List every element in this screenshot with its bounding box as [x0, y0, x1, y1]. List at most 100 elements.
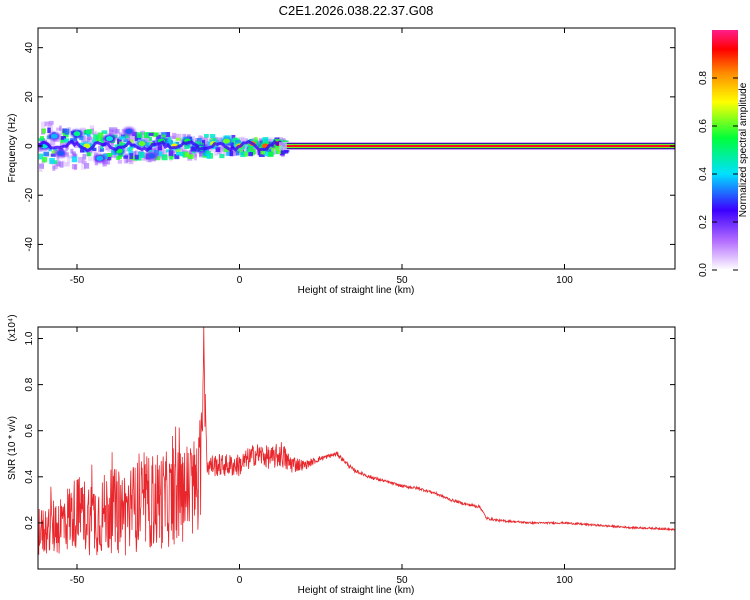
- spectrogram-cell: [223, 146, 229, 153]
- spectrogram-blob: [145, 151, 158, 160]
- snr-y-ticks: 0.2 0.4 0.6 0.8 1.0: [24, 331, 675, 530]
- spectrogram-cell: [111, 134, 118, 138]
- spectrogram-cell: [132, 156, 137, 161]
- spectrogram-cell: [277, 149, 281, 155]
- spectrogram-cell: [100, 137, 104, 144]
- spectrogram-cell: [242, 138, 247, 144]
- spectrogram-cell: [59, 161, 64, 168]
- spectrogram-cell: [127, 147, 132, 152]
- spectrogram-cell: [190, 146, 196, 152]
- spectrogram-cell: [46, 124, 50, 128]
- spectrogram-cell: [103, 153, 108, 159]
- colorbar-tick-label: 0.2: [698, 215, 709, 229]
- spectrogram-cell: [184, 152, 190, 157]
- spectrogram-panel: -40 -20 0 20 40 -50 0 50 100 Height of straight…: [7, 27, 676, 296]
- spectrogram-cell: [151, 148, 157, 155]
- spectrogram-cell: [110, 140, 114, 147]
- spectrogram-cell: [91, 128, 94, 135]
- spectrogram-cell: [50, 153, 56, 157]
- spectrogram-cell: [57, 138, 61, 142]
- spectrogram-cell: [93, 131, 97, 136]
- spectrogram-cell: [102, 158, 107, 165]
- spectrogram-cell: [275, 149, 280, 155]
- spectrogram-cell: [130, 139, 134, 144]
- spectrogram-cell: [179, 134, 184, 141]
- spectrogram-cell: [64, 138, 70, 143]
- x-tick-label: 50: [396, 275, 408, 286]
- spectrogram-cell: [205, 150, 211, 156]
- spectrogram-cell: [98, 145, 102, 153]
- spectrogram-cell: [123, 155, 129, 159]
- spectrogram-cell: [123, 139, 129, 143]
- y-tick-label: -40: [24, 237, 35, 252]
- spectrogram-cell: [129, 153, 134, 160]
- spectrogram-cell: [64, 142, 69, 146]
- spectrogram-ridge: [38, 139, 286, 153]
- spectrogram-y-axis-label: Frequency (Hz): [7, 114, 18, 183]
- spectrogram-cell: [175, 133, 181, 138]
- y-tick-label: 40: [24, 42, 35, 54]
- spectrogram-cell: [219, 148, 223, 156]
- x-tick-label: 0: [237, 575, 243, 586]
- spectrogram-cell: [39, 163, 44, 169]
- spectrogram-cell: [93, 134, 99, 140]
- spectrogram-cell: [60, 136, 66, 140]
- colorbar-tick-label: 0.8: [698, 71, 709, 85]
- spectrogram-cell: [219, 144, 224, 150]
- spectrogram-cell: [38, 138, 45, 142]
- spectrogram-cell: [92, 147, 97, 152]
- spectrogram-cell: [275, 147, 281, 151]
- colorbar-label: Normalized spectral amplitude: [738, 82, 749, 217]
- spectrogram-cell: [49, 157, 55, 164]
- spectrogram-cell: [71, 156, 78, 163]
- spectrogram-cell: [178, 146, 184, 151]
- spectrogram-cell: [113, 127, 118, 134]
- spectrogram-cell: [53, 148, 58, 152]
- spectrogram-cell: [62, 132, 69, 138]
- y-tick-label: 0.8: [24, 377, 35, 391]
- spectrogram-cell: [244, 151, 248, 157]
- spectrogram-cell: [39, 167, 43, 172]
- spectrogram-cell: [172, 132, 177, 140]
- spectrogram-cell: [136, 132, 143, 139]
- spectrogram-cell: [208, 152, 214, 159]
- spectrogram-cell: [47, 127, 51, 133]
- spectrogram-cell: [174, 154, 180, 160]
- spectrogram-cell: [265, 148, 272, 152]
- snr-y-multiplier: (x10⁴): [7, 314, 18, 341]
- spectrogram-cell: [117, 159, 123, 164]
- spectrogram-cell: [88, 156, 92, 162]
- spectrogram-cell: [153, 150, 159, 156]
- spectrogram-cell: [169, 154, 174, 160]
- spectrogram-cell: [56, 154, 60, 161]
- spectrogram-blob: [48, 132, 61, 141]
- spectrogram-cell: [158, 144, 163, 151]
- spectrogram-cell: [284, 148, 289, 154]
- spectrogram-cell: [134, 135, 138, 142]
- spectrogram-cell: [154, 132, 159, 137]
- spectrogram-cell: [59, 142, 65, 148]
- spectrogram-cell: [248, 152, 253, 157]
- spectrogram-cell: [167, 140, 173, 147]
- spectrogram-line-segment: [279, 142, 675, 151]
- spectrogram-cell: [196, 137, 202, 144]
- x-tick-label: 0: [237, 275, 243, 286]
- spectrogram-cell: [108, 152, 113, 157]
- spectrogram-cell: [264, 150, 269, 157]
- spectrogram-cell: [203, 136, 208, 144]
- x-tick-label: 100: [556, 275, 573, 286]
- spectrogram-cell: [204, 144, 208, 148]
- spectrogram-cell: [215, 147, 221, 152]
- x-tick-label: 100: [556, 575, 573, 586]
- colorbar-tick-label: 0.6: [698, 119, 709, 133]
- y-tick-label: 0.6: [24, 423, 35, 437]
- spectrogram-cell: [238, 147, 244, 153]
- spectrogram-cell: [246, 148, 250, 153]
- y-tick-label: 1.0: [24, 331, 35, 345]
- spectrogram-cell: [182, 133, 186, 138]
- spectrogram-cell: [161, 132, 167, 136]
- snr-y-axis-label: SNR (10 * v/v): [7, 416, 18, 480]
- spectrogram-cell: [217, 138, 222, 145]
- spectrogram-cell: [144, 151, 149, 156]
